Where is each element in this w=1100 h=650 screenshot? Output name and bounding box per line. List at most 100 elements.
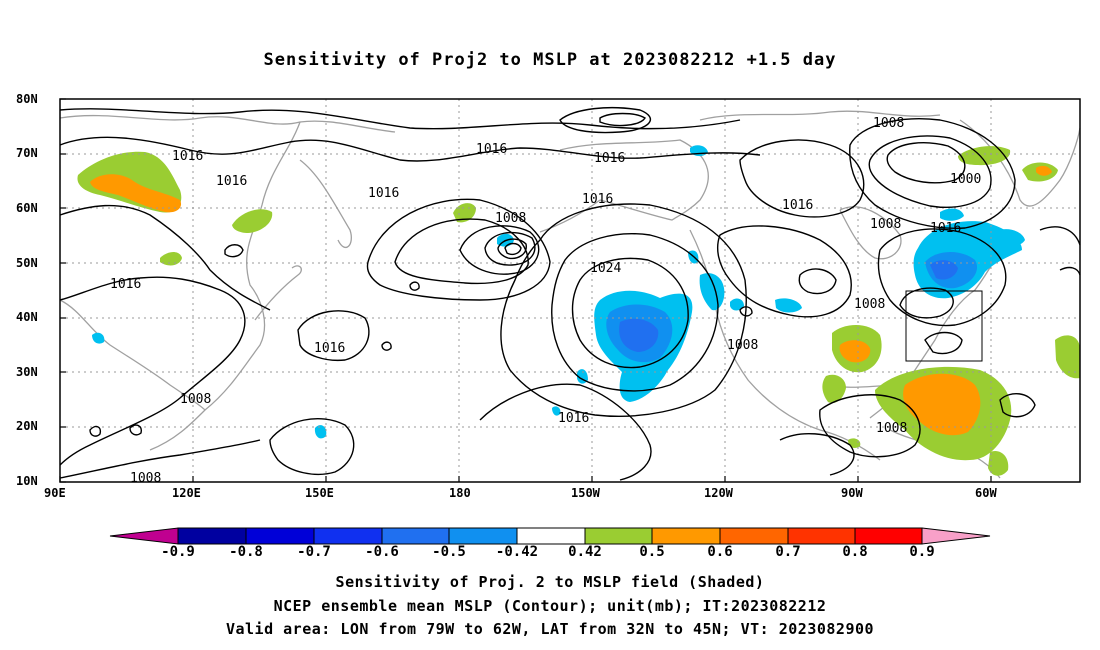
lon-label: 90E [44,486,66,500]
lat-label: 30N [16,365,38,379]
contour-label: 1008 [876,421,907,436]
contour-label: 1008 [130,471,161,486]
contour-line [739,139,865,218]
lat-label: 10N [16,474,38,488]
contour-line [779,432,855,476]
contour-line [849,118,1016,230]
contour-line [129,424,143,436]
mslp-contours [59,106,1081,481]
colorbar-swatch [584,527,653,545]
colorbar-label: 0.5 [639,544,665,560]
contour-line [599,112,646,127]
colorbar-end-low [109,527,179,545]
contour-line [899,287,954,319]
contour-line [269,418,355,476]
colorbar-label: 0.9 [909,544,935,560]
caption-line-3: Valid area: LON from 79W to 62W, LAT fro… [225,620,875,638]
contour-label: 1016 [368,186,399,201]
lat-label: 60N [16,201,38,215]
contour-line [500,203,747,417]
colorbar-swatch [177,527,247,545]
contour-line [59,439,261,479]
caption-line-1: Sensitivity of Proj. 2 to MSLP field (Sh… [335,573,765,591]
contour-line [798,268,837,295]
coast-arctic-ca [699,110,941,121]
lat-label: 50N [16,256,38,270]
colorbar-label: -0.8 [229,544,263,560]
contour-line [559,106,652,134]
contour-line [409,281,420,291]
contour-line [868,135,992,208]
contour-label: 1016 [930,221,961,236]
contour-label: 1008 [870,217,901,232]
lat-label: 70N [16,146,38,160]
coast-kamchatka [299,159,352,249]
shade-neg [92,332,105,344]
shade-pos [988,450,1009,476]
colorbar-swatch [787,527,856,545]
contour-label: 1016 [110,277,141,292]
contour-line [886,142,966,184]
colorbar-swatch [381,527,450,545]
contour-line [479,383,652,481]
contour-label: 1016 [582,192,613,207]
shade-pos [1055,335,1080,379]
contour-line [571,257,689,369]
contour-line [819,394,921,458]
lon-label: 90W [841,486,863,500]
contour-label: 1016 [476,142,507,157]
contour-line [484,231,536,266]
caption-line-2: NCEP ensemble mean MSLP (Contour); unit(… [273,597,827,615]
contour-label: 1008 [180,392,211,407]
colorbar-swatch [854,527,923,545]
shade-pos [839,340,871,363]
positive-regions [77,146,1080,476]
contour-line [297,310,370,362]
contour-label: 1016 [782,198,813,213]
coastlines [59,110,1081,479]
contour-line [739,306,753,317]
colorbar-swatch [516,527,586,545]
contour-label: 1024 [590,261,621,276]
colorbar-label: 0.8 [842,544,868,560]
coast-alaska [559,139,709,221]
contour-label: 1016 [172,149,203,164]
shade-neg [930,260,958,280]
colorbar-end-high [921,527,991,545]
contour-line [59,204,271,311]
colorbar-swatch [651,527,721,545]
contour-labels: 1016 1016 1016 1016 1016 1016 1016 1016 … [110,116,981,486]
lat-label: 80N [16,92,38,106]
lon-label: 180 [449,486,471,500]
lat-label: 20N [16,419,38,433]
colorbar-swatch [719,527,789,545]
lon-label: 150W [571,486,600,500]
lat-label: 40N [16,310,38,324]
colorbar-label: 0.6 [707,544,733,560]
shade-neg [775,298,802,313]
contour-line [366,198,551,301]
contour-line [924,331,963,355]
shade-pos [160,252,182,266]
lon-label: 120W [704,486,733,500]
contour-label: 1008 [854,297,885,312]
contour-line [504,242,522,256]
shade-pos [1036,165,1052,176]
lon-label: 120E [172,486,201,500]
contour-line [999,393,1036,418]
contour-line [551,233,719,392]
shade-pos [822,374,846,404]
colorbar-label: -0.6 [365,544,399,560]
shade-neg [552,406,561,416]
valid-area-box [905,290,983,362]
coast-japan [254,265,302,321]
shade-neg [730,298,744,311]
contour-label: 1000 [950,172,981,187]
graticule [60,99,1080,482]
shade-pos [903,373,981,436]
contour-line [89,425,102,437]
colorbar-swatch [313,527,383,545]
contour-line [1039,226,1081,246]
shade-neg [619,318,659,352]
